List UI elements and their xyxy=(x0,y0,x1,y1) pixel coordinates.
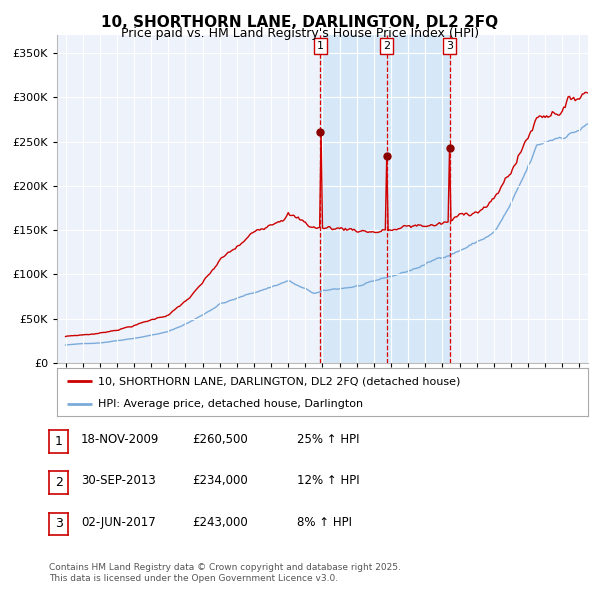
Bar xyxy=(320,35,449,363)
Text: Contains HM Land Registry data © Crown copyright and database right 2025.
This d: Contains HM Land Registry data © Crown c… xyxy=(49,563,401,583)
Text: £260,500: £260,500 xyxy=(192,433,248,446)
Text: 10, SHORTHORN LANE, DARLINGTON, DL2 2FQ (detached house): 10, SHORTHORN LANE, DARLINGTON, DL2 2FQ … xyxy=(98,376,461,386)
Text: 25% ↑ HPI: 25% ↑ HPI xyxy=(297,433,359,446)
Text: £234,000: £234,000 xyxy=(192,474,248,487)
Text: 2: 2 xyxy=(383,41,390,51)
Text: 30-SEP-2013: 30-SEP-2013 xyxy=(81,474,156,487)
Text: 02-JUN-2017: 02-JUN-2017 xyxy=(81,516,156,529)
Text: 1: 1 xyxy=(55,435,63,448)
Text: 3: 3 xyxy=(55,517,63,530)
Text: 2: 2 xyxy=(55,476,63,489)
Text: 1: 1 xyxy=(317,41,324,51)
Text: 8% ↑ HPI: 8% ↑ HPI xyxy=(297,516,352,529)
Text: £243,000: £243,000 xyxy=(192,516,248,529)
Text: 3: 3 xyxy=(446,41,453,51)
Text: Price paid vs. HM Land Registry's House Price Index (HPI): Price paid vs. HM Land Registry's House … xyxy=(121,27,479,40)
Text: 10, SHORTHORN LANE, DARLINGTON, DL2 2FQ: 10, SHORTHORN LANE, DARLINGTON, DL2 2FQ xyxy=(101,15,499,30)
Text: 18-NOV-2009: 18-NOV-2009 xyxy=(81,433,160,446)
Text: HPI: Average price, detached house, Darlington: HPI: Average price, detached house, Darl… xyxy=(98,399,364,409)
Text: 12% ↑ HPI: 12% ↑ HPI xyxy=(297,474,359,487)
